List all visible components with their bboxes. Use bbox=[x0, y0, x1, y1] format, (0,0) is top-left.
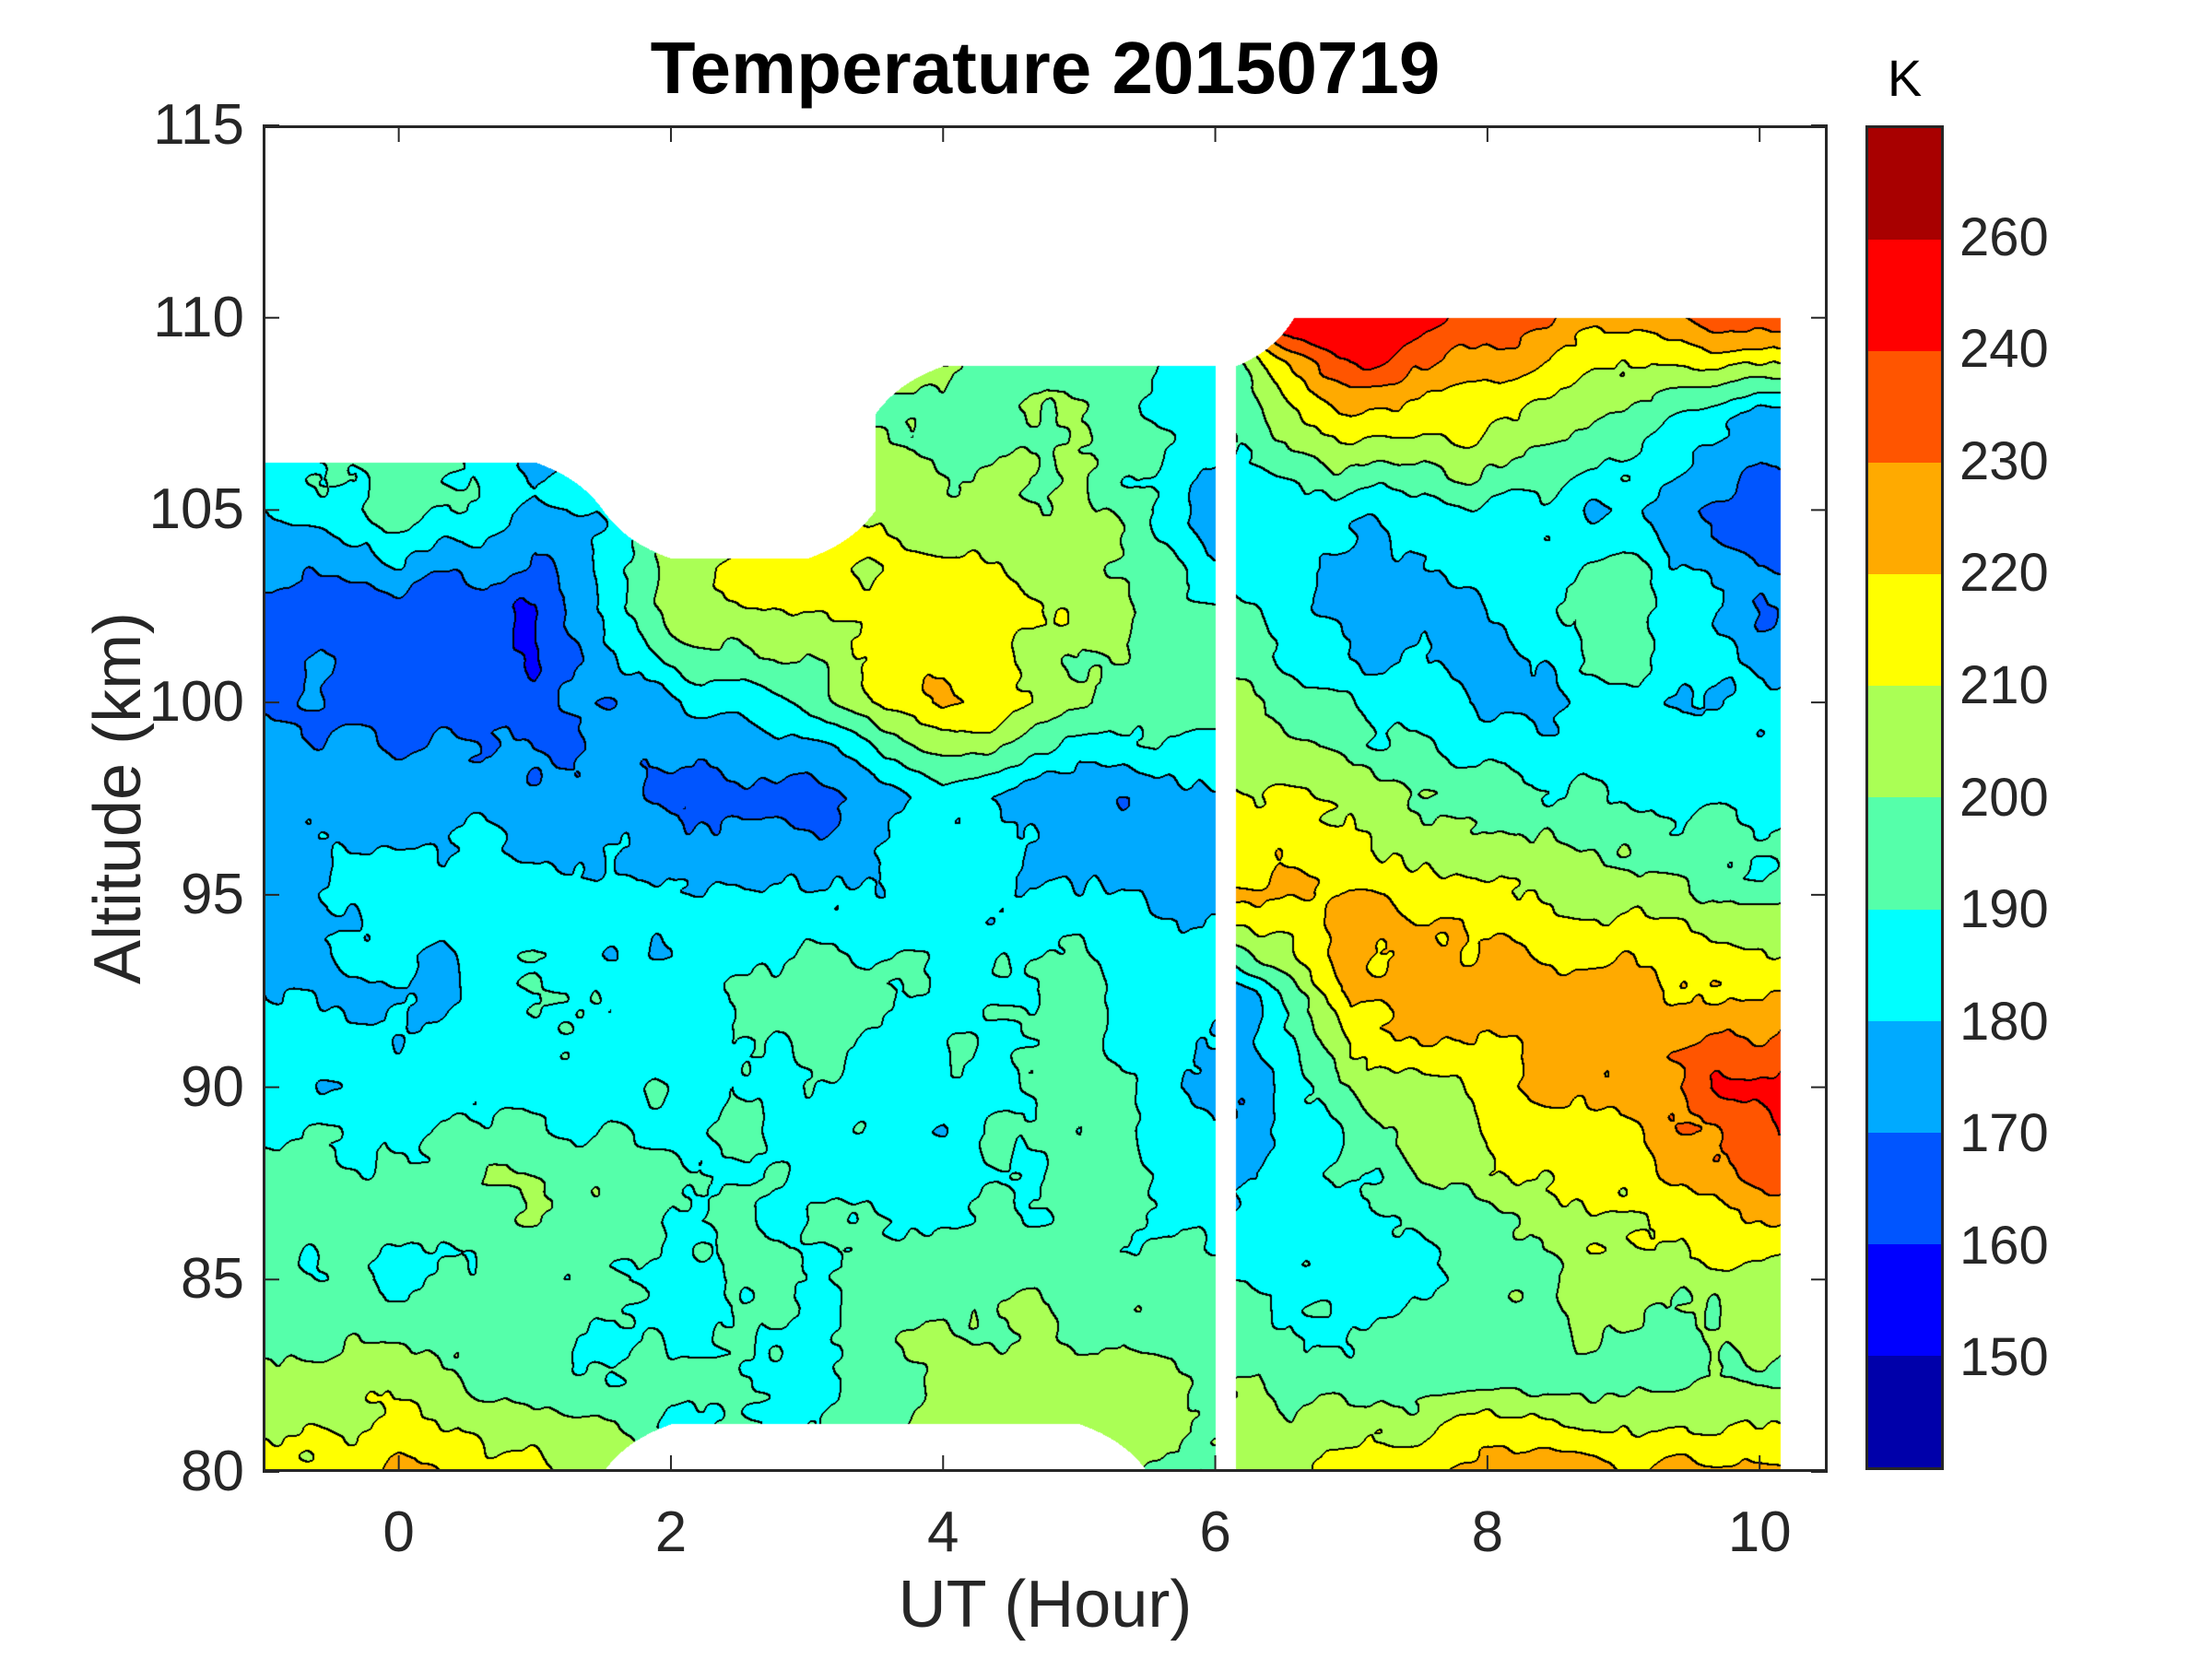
y-tick-label: 80 bbox=[181, 1440, 244, 1503]
colorbar-band bbox=[1868, 1355, 1941, 1467]
colorbar-band bbox=[1868, 1243, 1941, 1356]
y-tick-label: 105 bbox=[148, 477, 244, 542]
colorbar-band bbox=[1868, 686, 1941, 798]
colorbar-tick-label: 150 bbox=[1959, 1327, 2049, 1388]
colorbar bbox=[1865, 125, 1944, 1470]
colorbar-tick-label: 240 bbox=[1959, 319, 2049, 380]
plot-frame bbox=[263, 125, 1828, 1472]
temperature-contour-field bbox=[263, 125, 1828, 1472]
colorbar-tick-label: 210 bbox=[1959, 654, 2049, 715]
colorbar-band bbox=[1868, 574, 1941, 687]
colorbar-band bbox=[1868, 128, 1941, 241]
x-tick-label: 2 bbox=[654, 1500, 688, 1564]
colorbar-band bbox=[1868, 1132, 1941, 1244]
colorbar-tick-label: 160 bbox=[1959, 1215, 2049, 1276]
colorbar-band bbox=[1868, 240, 1941, 352]
y-tick-label: 95 bbox=[181, 862, 244, 926]
chart-title: Temperature 20150719 bbox=[650, 27, 1441, 109]
colorbar-band bbox=[1868, 797, 1941, 910]
y-tick-label: 110 bbox=[153, 285, 244, 349]
colorbar-tick-label: 260 bbox=[1959, 206, 2049, 267]
colorbar-tick-label: 230 bbox=[1959, 430, 2049, 491]
colorbar-tick-label: 170 bbox=[1959, 1103, 2049, 1164]
colorbar-band bbox=[1868, 351, 1941, 464]
x-tick-label: 4 bbox=[927, 1500, 959, 1564]
colorbar-tick-label: 200 bbox=[1959, 767, 2049, 828]
y-tick-label: 85 bbox=[181, 1247, 244, 1312]
y-tick-label: 115 bbox=[153, 93, 244, 157]
colorbar-unit-label: K bbox=[1887, 49, 1923, 107]
colorbar-band bbox=[1868, 909, 1941, 1021]
x-tick-label: 0 bbox=[382, 1500, 415, 1564]
colorbar-tick-label: 190 bbox=[1959, 879, 2049, 940]
y-tick-label: 100 bbox=[148, 670, 244, 735]
y-tick-label: 90 bbox=[181, 1054, 244, 1119]
colorbar-tick-label: 220 bbox=[1959, 543, 2049, 604]
colorbar-band bbox=[1868, 463, 1941, 575]
x-axis-label: UT (Hour) bbox=[898, 1568, 1193, 1641]
x-tick-label: 8 bbox=[1471, 1500, 1504, 1564]
y-axis-label: Altitude (km) bbox=[81, 611, 155, 985]
colorbar-band bbox=[1868, 1020, 1941, 1133]
x-tick-label: 6 bbox=[1199, 1500, 1231, 1564]
x-tick-label: 10 bbox=[1727, 1500, 1792, 1564]
colorbar-tick-label: 180 bbox=[1959, 991, 2049, 1052]
